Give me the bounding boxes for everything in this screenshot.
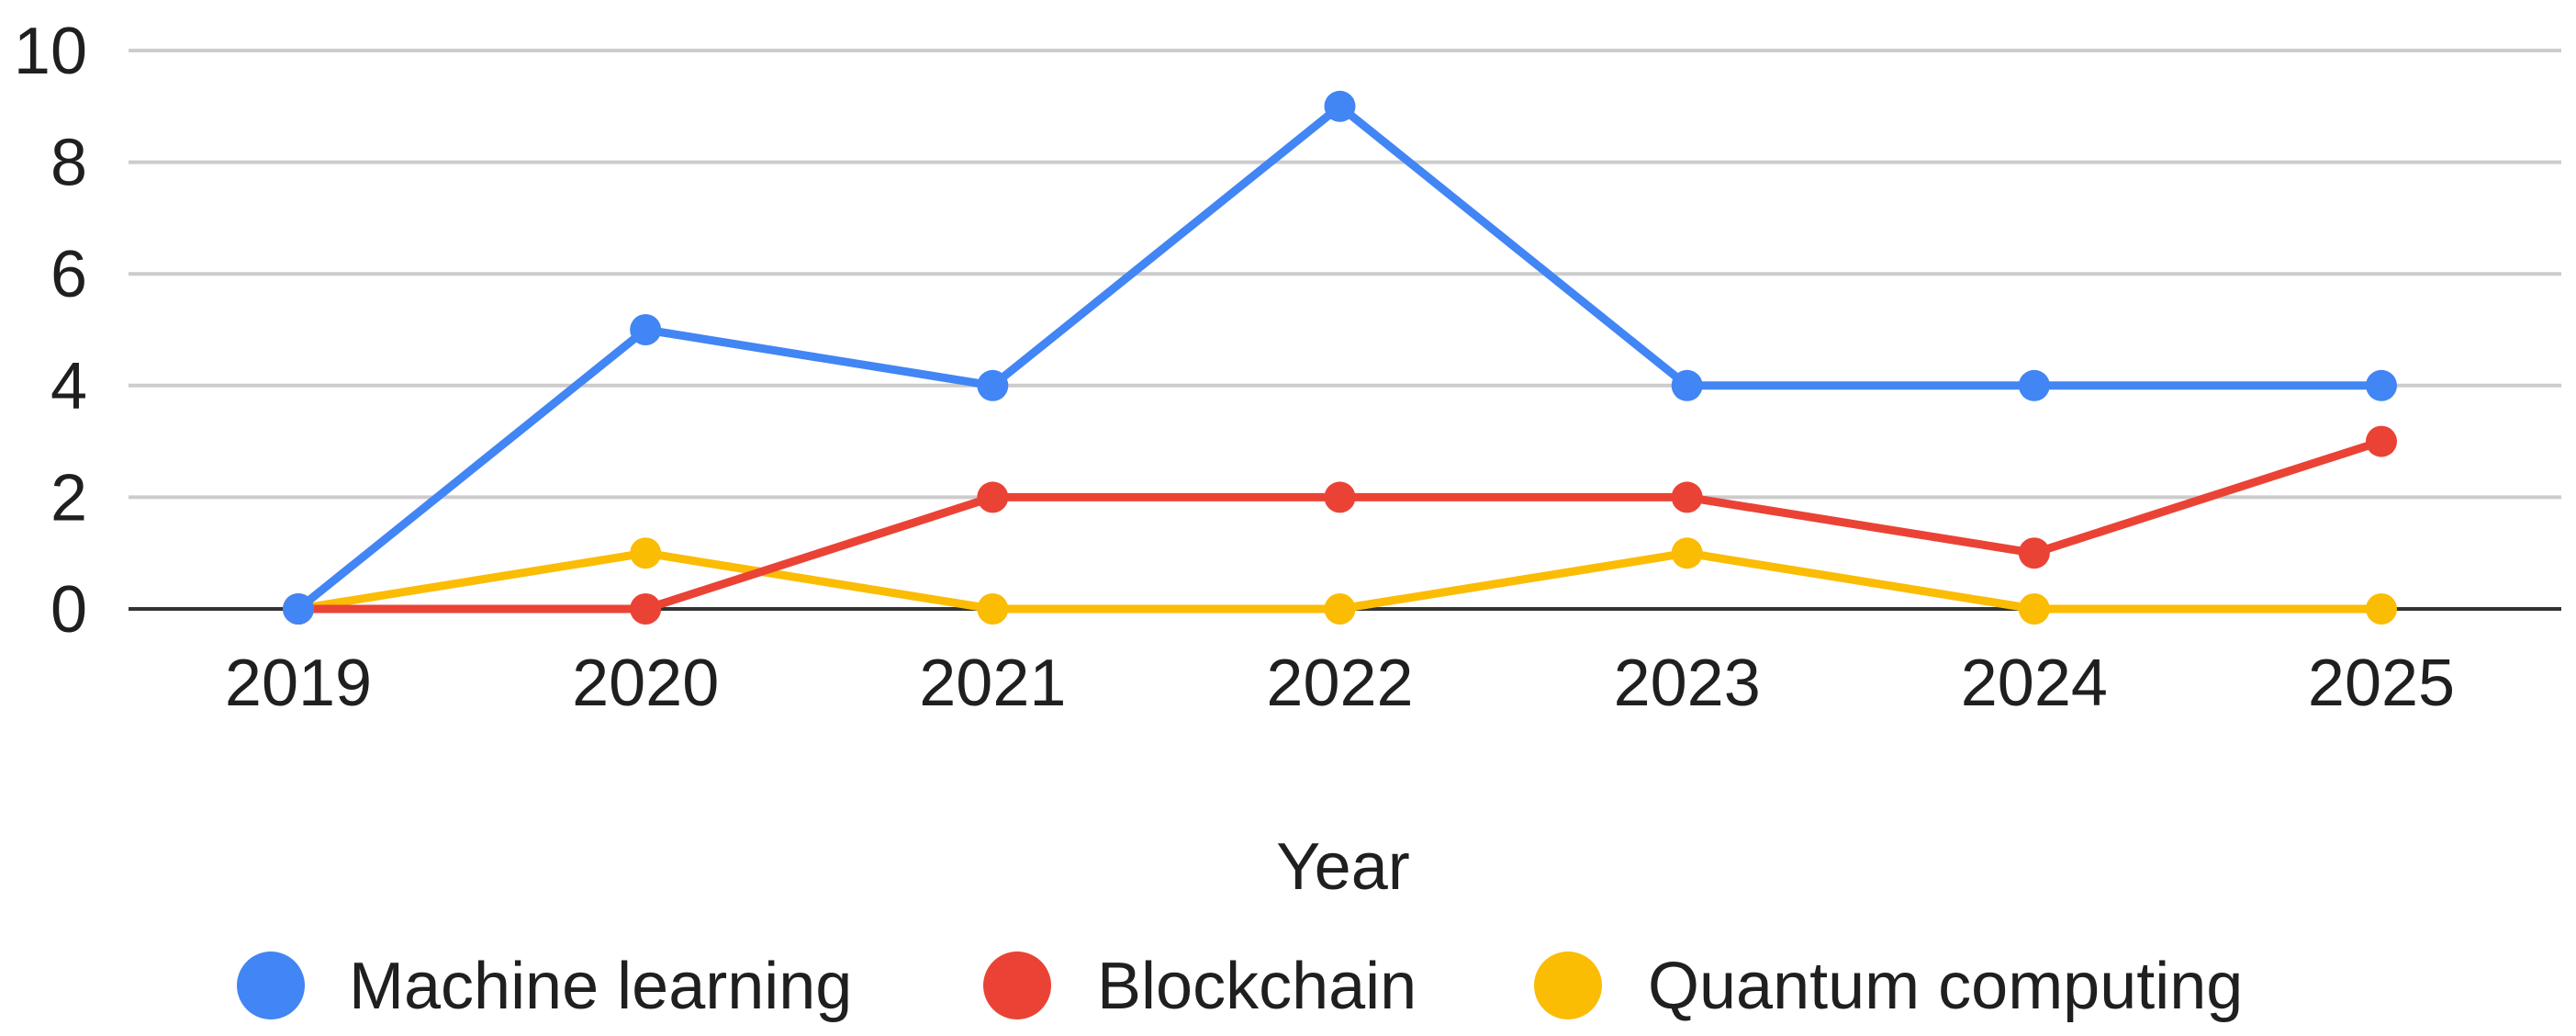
legend-swatch-icon (983, 952, 1051, 1019)
x-tick-label: 2020 (572, 647, 719, 720)
legend-item-blockchain[interactable]: Blockchain (983, 950, 1417, 1023)
legend-item-machine-learning[interactable]: Machine learning (237, 950, 852, 1023)
x-tick-label: 2022 (1266, 647, 1413, 720)
legend-swatch-icon (1534, 952, 1602, 1019)
data-point-quantum-computing (1324, 593, 1356, 625)
data-point-quantum-computing (977, 593, 1009, 625)
data-point-machine-learning (2018, 369, 2050, 401)
data-point-machine-learning (630, 314, 662, 345)
data-point-machine-learning (1324, 90, 1356, 122)
y-tick-label: 2 (50, 461, 87, 535)
data-point-blockchain (630, 593, 662, 625)
x-axis-title: Year (1276, 830, 1409, 904)
data-point-quantum-computing (2018, 593, 2050, 625)
data-point-blockchain (2018, 537, 2050, 569)
y-tick-label: 4 (50, 350, 87, 423)
data-point-quantum-computing (2366, 593, 2397, 625)
legend-label: Blockchain (1097, 950, 1417, 1023)
data-point-blockchain (1671, 481, 1703, 513)
data-point-blockchain (977, 481, 1009, 513)
series-line-blockchain (294, 437, 2386, 614)
x-tick-label: 2019 (225, 647, 372, 720)
x-axis-tick-labels: 2019 2020 2021 2022 2023 2024 2025 (225, 647, 2455, 720)
legend-label: Machine learning (349, 950, 852, 1023)
y-tick-label: 8 (50, 127, 87, 200)
y-axis-tick-labels: 0 2 4 6 8 10 (14, 15, 87, 647)
series-line-machine-learning (294, 102, 2386, 614)
data-point-machine-learning (977, 369, 1009, 401)
x-tick-label: 2025 (2308, 647, 2455, 720)
series-lines (294, 102, 2386, 614)
data-point-quantum-computing (1671, 537, 1703, 569)
y-tick-label: 6 (50, 238, 87, 311)
data-point-machine-learning (2366, 369, 2397, 401)
data-point-machine-learning (283, 593, 314, 625)
data-point-blockchain (1324, 481, 1356, 513)
data-point-quantum-computing (630, 537, 662, 569)
x-tick-label: 2023 (1614, 647, 1761, 720)
gridlines (129, 49, 2561, 611)
data-point-blockchain (2366, 425, 2397, 457)
series-points (283, 90, 2397, 625)
legend-item-quantum-computing[interactable]: Quantum computing (1534, 950, 2243, 1023)
x-tick-label: 2024 (1961, 647, 2108, 720)
y-tick-label: 10 (14, 15, 87, 88)
x-tick-label: 2021 (919, 647, 1066, 720)
y-tick-label: 0 (50, 573, 87, 647)
legend-swatch-icon (237, 952, 305, 1019)
legend-label: Quantum computing (1648, 950, 2243, 1023)
data-point-machine-learning (1671, 369, 1703, 401)
legend[interactable]: Machine learning Blockchain Quantum comput… (237, 950, 2243, 1023)
